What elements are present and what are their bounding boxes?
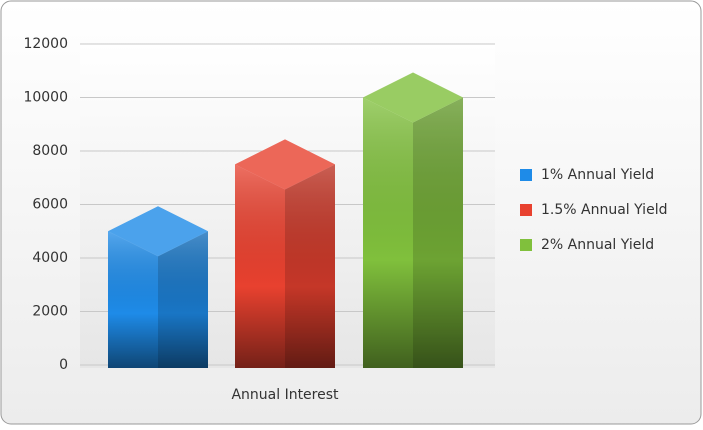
y-tick-label: 8000 xyxy=(32,143,68,159)
y-tick-label: 4000 xyxy=(32,250,68,266)
legend-swatch xyxy=(520,169,532,181)
bar-shade xyxy=(285,164,335,368)
y-tick-label: 12000 xyxy=(23,36,68,52)
y-tick-label: 2000 xyxy=(32,304,68,320)
legend-label: 1.5% Annual Yield xyxy=(541,202,667,218)
bar-shade xyxy=(158,231,208,368)
x-axis-label: Annual Interest xyxy=(231,387,339,403)
legend-label: 1% Annual Yield xyxy=(541,167,654,183)
bar-shade xyxy=(108,231,158,368)
bar-shade xyxy=(235,139,335,190)
legend-swatch xyxy=(520,239,532,251)
bar-top xyxy=(108,206,208,257)
bar-shade xyxy=(413,97,463,368)
bar-shade xyxy=(363,97,413,368)
bar-shade xyxy=(363,72,463,123)
legend-label: 2% Annual Yield xyxy=(541,237,654,253)
y-tick-label: 10000 xyxy=(23,90,68,106)
y-tick-label: 0 xyxy=(59,357,68,373)
bar-top xyxy=(235,139,335,190)
bar-top xyxy=(363,72,463,123)
legend-swatch xyxy=(520,204,532,216)
bar-shade xyxy=(158,231,208,368)
bar-shade xyxy=(235,164,285,368)
bar-shade xyxy=(413,97,463,368)
bar-shade xyxy=(108,206,208,257)
bar-shade xyxy=(285,164,335,368)
y-tick-label: 6000 xyxy=(32,197,68,213)
